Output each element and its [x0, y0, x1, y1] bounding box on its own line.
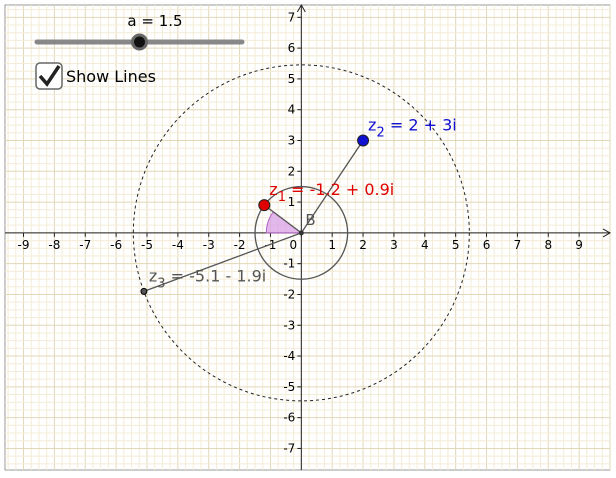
x-tick-label: 3 — [390, 238, 398, 252]
y-tick-label: -4 — [283, 349, 295, 363]
x-tick-label: -9 — [18, 238, 30, 252]
checkmark — [38, 65, 61, 87]
x-tick-label: -5 — [141, 238, 153, 252]
y-tick-label: 6 — [288, 41, 296, 55]
point-subscript: 2 — [376, 125, 384, 140]
y-tick-label: -1 — [283, 257, 295, 271]
point-label: z3 = -5.1 - 1.9i — [149, 266, 266, 291]
x-tick-label: 7 — [514, 238, 522, 252]
checkbox[interactable]: Show Lines — [35, 62, 156, 90]
x-tick-label: 9 — [575, 238, 583, 252]
checkbox-label[interactable]: Show Lines — [66, 67, 156, 86]
y-tick-label: 7 — [288, 10, 296, 24]
y-tick-label: -6 — [283, 411, 295, 425]
x-tick-label: 4 — [421, 238, 429, 252]
y-tick-label: 2 — [288, 164, 296, 178]
x-tick-label: -6 — [110, 238, 122, 252]
point-name: z — [269, 180, 277, 199]
slider-knob[interactable] — [131, 33, 148, 51]
point — [258, 199, 271, 212]
point-subscript: 3 — [157, 276, 165, 291]
point-value: = -1.2 + 0.9i — [286, 180, 394, 199]
point-name: z — [368, 115, 376, 134]
y-axis-arrow — [296, 3, 306, 13]
point — [357, 134, 370, 147]
point-label: z2 = 2 + 3i — [368, 115, 457, 140]
point-label: z1 = -1.2 + 0.9i — [269, 180, 394, 205]
point-value: = 2 + 3i — [385, 115, 457, 134]
y-tick-label: -2 — [283, 287, 295, 301]
x-tick-label: -2 — [234, 238, 246, 252]
slider-label: a = 1.5 — [127, 12, 182, 30]
grid: -9-8-7-6-5-4-3-2-10123456789-7-6-5-4-3-2… — [5, 3, 612, 470]
point-subscript: 1 — [278, 190, 286, 205]
x-tick-label: 8 — [544, 238, 552, 252]
x-tick-label: 5 — [452, 238, 460, 252]
y-tick-label: 3 — [288, 133, 296, 147]
x-tick-label: 2 — [359, 238, 367, 252]
point-name: z — [149, 266, 157, 285]
x-tick-label: 0 — [290, 238, 298, 252]
origin-point — [298, 230, 304, 236]
radius-circle — [254, 185, 349, 280]
vector-line — [300, 140, 364, 234]
x-tick-label: 1 — [328, 238, 336, 252]
y-tick-label: 5 — [288, 72, 296, 86]
x-tick-label: -7 — [79, 238, 91, 252]
x-axis-arrow — [602, 228, 612, 238]
vector-line — [263, 204, 302, 234]
y-tick-label: 4 — [288, 103, 296, 117]
origin-label: B — [305, 211, 315, 229]
point — [140, 287, 148, 295]
x-tick-label: -3 — [203, 238, 215, 252]
y-tick-label: -7 — [283, 441, 295, 455]
x-tick-label: -4 — [172, 238, 184, 252]
y-tick-label: -5 — [283, 380, 295, 394]
y-tick-label: 1 — [288, 195, 296, 209]
point-value: = -5.1 - 1.9i — [166, 266, 267, 285]
x-tick-label: -8 — [48, 238, 60, 252]
y-tick-label: -3 — [283, 318, 295, 332]
modulus-circle — [132, 64, 470, 402]
vector-line — [143, 232, 302, 292]
frame — [4, 4, 611, 471]
x-tick-label: 6 — [483, 238, 491, 252]
